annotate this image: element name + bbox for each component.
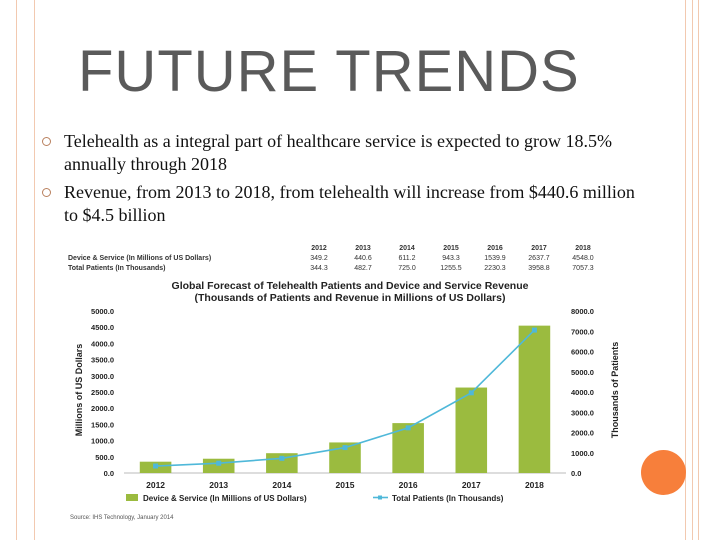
table-year-header: 2013 — [355, 244, 371, 252]
y-tick-label: 3000.0 — [91, 372, 114, 381]
table-row: Device & Service (In Millions of US Doll… — [68, 253, 605, 263]
y-tick-label: 4500.0 — [91, 323, 114, 332]
bullet-circle-icon — [42, 188, 51, 197]
y2-tick-label: 5000.0 — [571, 368, 594, 377]
table-cell: 1539.9 — [484, 254, 506, 262]
bullet-item: Revenue, from 2013 to 2018, from telehea… — [40, 181, 640, 227]
x-tick-label: 2015 — [336, 480, 355, 490]
legend-bar-label: Device & Service (In Millions of US Doll… — [143, 494, 307, 503]
table-year-header: 2016 — [487, 244, 503, 252]
chart-legend: Device & Service (In Millions of US Doll… — [126, 494, 504, 503]
table-year-header: 2018 — [575, 244, 591, 252]
bullet-text: Revenue, from 2013 to 2018, from telehea… — [64, 182, 635, 225]
y2-tick-label: 0.0 — [571, 469, 581, 478]
x-tick-label: 2017 — [462, 480, 481, 490]
table-cell: 482.7 — [354, 264, 372, 272]
table-cell: 7057.3 — [572, 264, 594, 272]
bar-2017 — [455, 387, 488, 473]
patients-point-2012 — [153, 463, 159, 469]
bullet-circle-icon — [42, 137, 51, 146]
y-tick-label: 3500.0 — [91, 356, 114, 365]
bullet-list: Telehealth as a integral part of healthc… — [40, 130, 640, 232]
y-tick-label: 2000.0 — [91, 404, 114, 413]
y-tick-label: 5000.0 — [91, 307, 114, 316]
y-tick-label: 1500.0 — [91, 420, 114, 429]
x-tick-label: 2014 — [272, 480, 291, 490]
y2-axis-label: Thousands of Patients — [610, 342, 620, 439]
table-row-label: Total Patients (In Thousands) — [68, 264, 166, 272]
forecast-data-table: 2012 2013 2014 2015 2016 2017 2018 Devic… — [68, 243, 605, 273]
y-tick-label: 500.0 — [95, 453, 114, 462]
table-cell: 725.0 — [398, 264, 416, 272]
right-decorative-border — [685, 0, 720, 540]
y2-tick-label: 8000.0 — [571, 307, 594, 316]
legend-line-label: Total Patients (In Thousands) — [392, 494, 504, 503]
patients-point-2016 — [405, 425, 411, 431]
table-cell: 349.2 — [310, 254, 328, 262]
x-tick-label: 2018 — [525, 480, 544, 490]
table-year-header: 2015 — [443, 244, 459, 252]
bar-2018 — [518, 325, 551, 473]
table-year-header: 2012 — [311, 244, 327, 252]
table-cell: 943.3 — [442, 254, 460, 262]
table-cell: 3958.8 — [528, 264, 550, 272]
legend-line-marker — [378, 495, 382, 500]
patients-point-2018 — [531, 327, 537, 333]
y2-tick-label: 7000.0 — [571, 327, 594, 336]
left-decorative-border — [0, 0, 35, 540]
x-tick-label: 2013 — [209, 480, 228, 490]
patients-point-2013 — [216, 460, 222, 466]
patients-point-2015 — [342, 445, 348, 451]
y2-tick-label: 6000.0 — [571, 348, 594, 357]
x-tick-label: 2012 — [146, 480, 165, 490]
slide-title: FUTURE TRENDS — [78, 39, 580, 104]
table-header-row: 2012 2013 2014 2015 2016 2017 2018 — [68, 243, 605, 253]
legend-bar-swatch — [126, 494, 138, 501]
y-tick-label: 2500.0 — [91, 388, 114, 397]
y2-tick-label: 3000.0 — [571, 408, 594, 417]
table-cell: 440.6 — [354, 254, 372, 262]
table-cell: 2637.7 — [528, 254, 550, 262]
y-tick-label: 1000.0 — [91, 437, 114, 446]
table-cell: 344.3 — [310, 264, 328, 272]
y-axis-label: Millions of US Dollars — [74, 344, 84, 437]
y-tick-label: 4000.0 — [91, 339, 114, 348]
table-year-header: 2017 — [531, 244, 547, 252]
patients-point-2017 — [468, 390, 474, 396]
patients-point-2014 — [279, 455, 285, 461]
bullet-item: Telehealth as a integral part of healthc… — [40, 130, 640, 176]
table-row: Total Patients (In Thousands) 344.3 482.… — [68, 263, 605, 273]
chart-subtitle: (Thousands of Patients and Revenue in Mi… — [195, 292, 506, 304]
plot-area: 0.0 500.0 1000.0 1500.0 2000.0 2500.0 3000.0 35… — [91, 307, 594, 490]
x-tick-label: 2016 — [399, 480, 418, 490]
bullet-text: Telehealth as a integral part of healthc… — [64, 131, 612, 174]
table-year-header: 2014 — [399, 244, 415, 252]
y2-tick-label: 1000.0 — [571, 449, 594, 458]
y2-tick-label: 2000.0 — [571, 429, 594, 438]
y2-tick-label: 4000.0 — [571, 388, 594, 397]
table-cell: 611.2 — [398, 254, 416, 262]
chart-source: Source: IHS Technology, January 2014 — [70, 515, 174, 521]
table-cell: 1255.5 — [440, 264, 462, 272]
chart-title: Global Forecast of Telehealth Patients a… — [172, 280, 529, 292]
y-tick-label: 0.0 — [104, 469, 114, 478]
table-cell: 2230.3 — [484, 264, 506, 272]
table-cell: 4548.0 — [572, 254, 594, 262]
decorative-orange-circle — [641, 450, 686, 495]
table-row-label: Device & Service (In Millions of US Doll… — [68, 254, 212, 262]
